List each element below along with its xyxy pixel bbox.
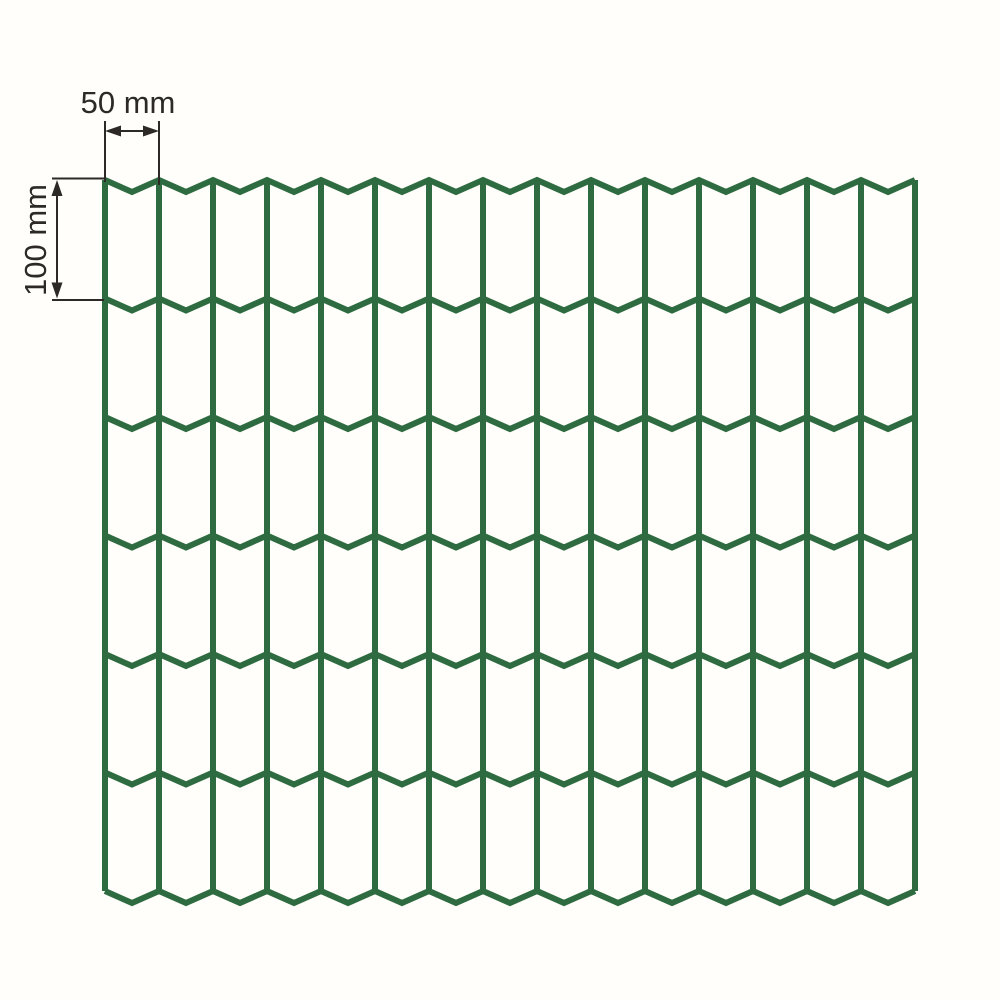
arrowhead-down-icon: [51, 282, 63, 299]
horizontal-zigzag-wire: [103, 295, 917, 314]
arrowhead-left-icon: [105, 125, 121, 137]
horizontal-zigzag-wire: [103, 413, 917, 433]
height-dimension-label: 100 mm: [18, 184, 53, 296]
horizontal-zigzag-wire: [103, 176, 917, 196]
arrowhead-up-icon: [51, 180, 63, 196]
mesh-panel: [102, 176, 918, 907]
horizontal-zigzag-wire: [103, 650, 917, 670]
dimension-annotations: [51, 121, 160, 301]
horizontal-zigzag-wire: [103, 769, 917, 788]
width-dimension-label: 50 mm: [81, 85, 176, 120]
arrowhead-right-icon: [143, 125, 159, 137]
horizontal-zigzag-wire: [103, 532, 917, 551]
horizontal-zigzag-wire: [103, 887, 917, 907]
